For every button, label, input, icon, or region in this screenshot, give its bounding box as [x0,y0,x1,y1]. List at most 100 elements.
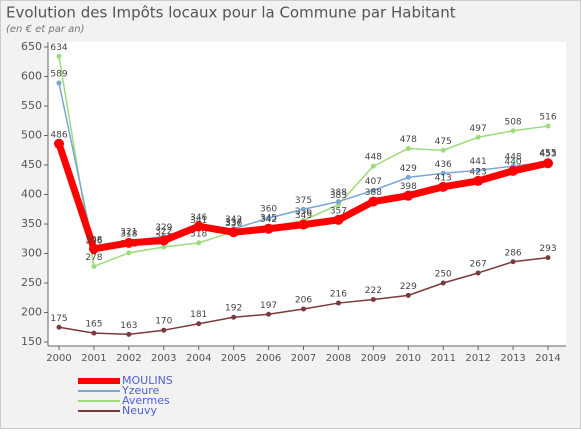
data-label: 508 [504,117,521,127]
x-tick-label: 2005 [221,353,246,364]
data-point [158,235,169,246]
data-label: 170 [155,317,172,327]
data-point [370,297,376,303]
data-label: 589 [50,69,67,79]
data-label: 407 [365,177,382,187]
data-label: 388 [365,188,382,198]
x-tick-label: 2010 [396,353,421,364]
data-point [545,255,551,261]
data-point [405,145,411,151]
data-point [510,128,516,134]
data-point [126,331,132,337]
x-tick-label: 2009 [361,353,386,364]
data-point [91,330,97,336]
y-tick-label: 150 [21,335,42,348]
data-label: 318 [190,229,207,239]
data-label: 398 [400,182,417,192]
data-label: 436 [435,160,452,170]
data-label: 486 [50,130,67,140]
data-label: 278 [85,253,102,263]
data-point [91,263,97,269]
data-label: 440 [504,157,521,167]
y-tick-label: 350 [21,217,42,230]
data-point [266,215,272,221]
y-tick-label: 200 [21,306,42,319]
y-tick-label: 300 [21,247,42,260]
x-tick-label: 2013 [500,353,525,364]
data-label: 321 [120,228,137,238]
data-point [56,80,62,86]
data-point [161,244,167,250]
data-point [510,259,516,265]
data-point [266,311,272,317]
data-label: 356 [295,207,312,217]
data-label: 197 [260,301,277,311]
legend-label: MOULINS [122,374,173,387]
data-label: 516 [539,113,556,123]
data-point [438,181,449,192]
data-point [161,327,167,333]
data-point [440,147,446,153]
x-tick-label: 2003 [151,353,176,364]
data-point [228,227,239,238]
data-point [88,243,99,254]
x-tick-label: 2007 [291,353,316,364]
data-point [335,300,341,306]
data-label: 267 [470,259,487,269]
data-point [473,175,484,186]
data-point [405,292,411,298]
x-tick-label: 2001 [81,353,106,364]
data-label: 475 [435,137,452,147]
data-point [368,196,379,207]
data-point [301,306,306,312]
data-label: 286 [504,248,521,258]
data-label: 336 [225,219,242,229]
data-label: 448 [365,153,382,163]
y-tick-label: 550 [21,99,42,112]
data-label: 375 [295,196,312,206]
y-tick-label: 650 [21,40,42,53]
data-point [543,158,553,169]
data-point [196,240,202,246]
data-label: 453 [539,150,556,160]
data-label: 497 [470,124,487,134]
data-point [370,187,376,193]
data-label: 346 [190,213,207,223]
data-point [56,324,62,330]
y-tick-label: 250 [21,276,42,289]
data-label: 175 [50,314,67,324]
data-point [545,123,551,129]
x-tick-label: 2006 [256,353,281,364]
data-label: 318 [120,229,137,239]
data-label: 388 [330,188,347,198]
data-point [403,190,414,201]
data-point [475,270,481,276]
data-point [508,165,519,176]
data-label: 478 [400,135,417,145]
data-label: 448 [504,153,521,163]
data-point [56,53,62,59]
x-tick-label: 2012 [465,353,490,364]
x-tick-label: 2004 [186,353,211,364]
data-point [231,314,237,320]
data-label: 423 [470,167,487,177]
data-point [475,134,481,140]
data-label: 229 [400,282,417,292]
data-label: 357 [330,206,347,216]
x-tick-label: 2008 [326,353,351,364]
data-label: 165 [85,320,102,330]
y-tick-label: 450 [21,158,42,171]
data-label: 455 [539,149,556,159]
data-point [193,221,204,232]
data-label: 181 [190,310,207,320]
x-tick-label: 2000 [46,353,71,364]
y-tick-label: 600 [21,70,42,83]
data-label: 429 [400,164,417,174]
data-label: 360 [260,205,277,215]
data-point [405,174,411,180]
data-point [475,167,481,173]
data-label: 329 [155,223,172,233]
legend-label: Yzeure [121,384,160,397]
data-label: 206 [295,295,312,305]
